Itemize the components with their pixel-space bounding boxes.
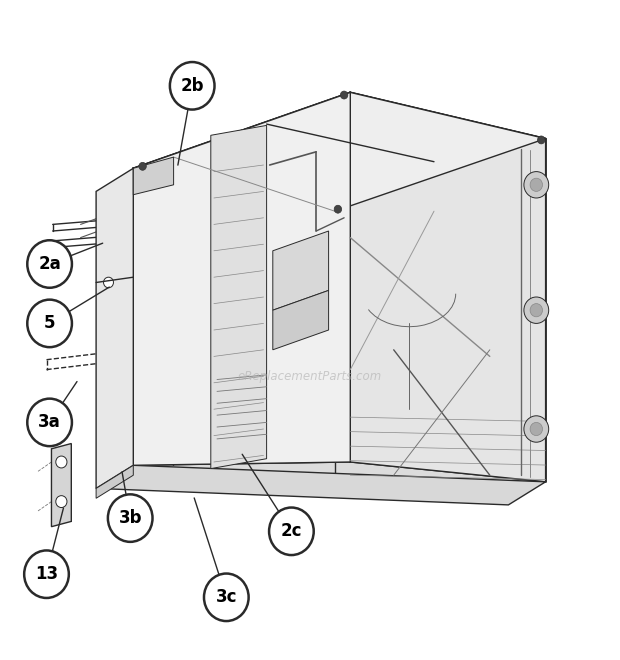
Circle shape [530, 422, 542, 436]
Text: 3a: 3a [38, 413, 61, 432]
Polygon shape [51, 444, 71, 527]
Circle shape [24, 550, 69, 598]
Polygon shape [133, 92, 546, 211]
Polygon shape [133, 92, 350, 465]
Circle shape [139, 162, 146, 170]
Text: 3b: 3b [118, 509, 142, 527]
Circle shape [27, 300, 72, 347]
Circle shape [170, 62, 215, 110]
Circle shape [340, 91, 348, 99]
Circle shape [524, 416, 549, 442]
Circle shape [530, 178, 542, 191]
Polygon shape [133, 157, 174, 195]
Polygon shape [273, 290, 329, 350]
Circle shape [334, 205, 342, 213]
Polygon shape [350, 92, 546, 482]
Text: 3c: 3c [216, 588, 237, 607]
Polygon shape [96, 462, 546, 488]
Text: 2c: 2c [281, 522, 302, 541]
Circle shape [27, 240, 72, 288]
Text: 2b: 2b [180, 77, 204, 95]
Circle shape [530, 304, 542, 317]
Polygon shape [96, 465, 133, 498]
Circle shape [204, 574, 249, 621]
Circle shape [56, 496, 67, 508]
Text: 13: 13 [35, 565, 58, 583]
Circle shape [524, 297, 549, 323]
Circle shape [538, 136, 545, 144]
Text: 5: 5 [44, 314, 55, 333]
Circle shape [104, 277, 113, 288]
Circle shape [56, 456, 67, 468]
Text: eReplacementParts.com: eReplacementParts.com [238, 370, 382, 383]
Polygon shape [273, 231, 329, 310]
Circle shape [108, 494, 153, 542]
Text: 2a: 2a [38, 255, 61, 273]
Polygon shape [96, 465, 546, 505]
Polygon shape [211, 125, 267, 469]
Circle shape [269, 508, 314, 555]
Circle shape [524, 172, 549, 198]
Circle shape [27, 399, 72, 446]
Polygon shape [96, 168, 133, 488]
